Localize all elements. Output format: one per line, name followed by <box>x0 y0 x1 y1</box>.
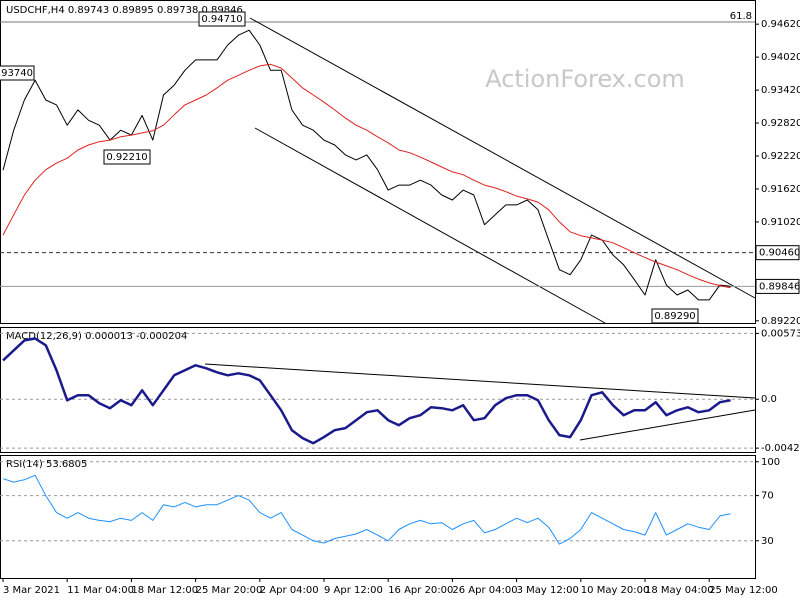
annotation: 0.93740 <box>0 68 33 79</box>
x-tick-label: 18 May 04:00 <box>645 585 714 596</box>
x-tick-label: 16 Apr 20:00 <box>388 585 453 596</box>
y-tick-label: 0.92820 <box>761 118 800 129</box>
annotation: 61.8 <box>730 11 752 22</box>
series-line <box>2 29 731 301</box>
annotation-box <box>198 11 246 27</box>
series-line <box>2 63 731 289</box>
y-tick-label: 70 <box>761 491 774 502</box>
y-tick-label: 0.0 <box>761 394 777 405</box>
series-line <box>2 337 731 445</box>
level-label-box <box>755 278 800 294</box>
x-tick-label: 3 Mar 2021 <box>3 585 60 596</box>
y-tick-label: 0.005739 <box>761 328 800 339</box>
y-tick-label: 0.91620 <box>761 184 800 195</box>
annotation: 0.89290 <box>654 311 695 322</box>
y-tick-label: 0.93420 <box>761 85 800 96</box>
x-tick-label: 26 Apr 04:00 <box>452 585 517 596</box>
watermark: ActionForex.com <box>485 65 685 93</box>
x-tick-label: 10 May 20:00 <box>581 585 650 596</box>
x-tick-label: 11 Mar 04:00 <box>67 585 134 596</box>
y-tick-label: 0.89220 <box>761 316 800 327</box>
annotation: 0.92210 <box>106 152 147 163</box>
y-tick-label: 0.91020 <box>761 217 800 228</box>
macd-panel <box>0 327 756 453</box>
level-label-box <box>755 245 800 261</box>
channel-lower <box>254 127 606 324</box>
x-tick-label: 18 Mar 12:00 <box>131 585 198 596</box>
x-tick-label: 9 Apr 12:00 <box>324 585 383 596</box>
y-tick-label: 0.92220 <box>761 151 800 162</box>
annotation: 0.94710 <box>201 14 242 25</box>
y-tick-label: 0.94020 <box>761 52 800 63</box>
series-line <box>2 474 731 545</box>
level-label: 0.90460 <box>759 248 800 259</box>
annotation-box <box>651 308 699 324</box>
x-tick-label: 3 May 12:00 <box>517 585 579 596</box>
y-tick-label: -0.004261 <box>761 443 800 454</box>
price-header: USDCHF,H4 0.89743 0.89895 0.89738 0.8984… <box>6 5 243 16</box>
x-tick-label: 25 May 12:00 <box>709 585 778 596</box>
x-tick-label: 25 Mar 20:00 <box>196 585 263 596</box>
channel-upper <box>249 17 756 299</box>
price-panel <box>0 0 756 324</box>
rsi-panel <box>0 455 756 579</box>
y-tick-label: 0.94620 <box>761 19 800 30</box>
annotation-box <box>103 149 151 165</box>
annotation-box <box>0 65 35 81</box>
rsi-header: RSI(14) 53.6805 <box>6 459 87 470</box>
level-label: 0.89846 <box>759 281 800 292</box>
macd-header: MACD(12,26,9) 0.000013 -0.000204 <box>6 331 187 342</box>
y-tick-label: 30 <box>761 536 774 547</box>
macd-trendline <box>579 409 756 441</box>
y-tick-label: 100 <box>761 457 780 468</box>
x-tick-label: 2 Apr 04:00 <box>260 585 319 596</box>
macd-trendline <box>204 363 756 399</box>
